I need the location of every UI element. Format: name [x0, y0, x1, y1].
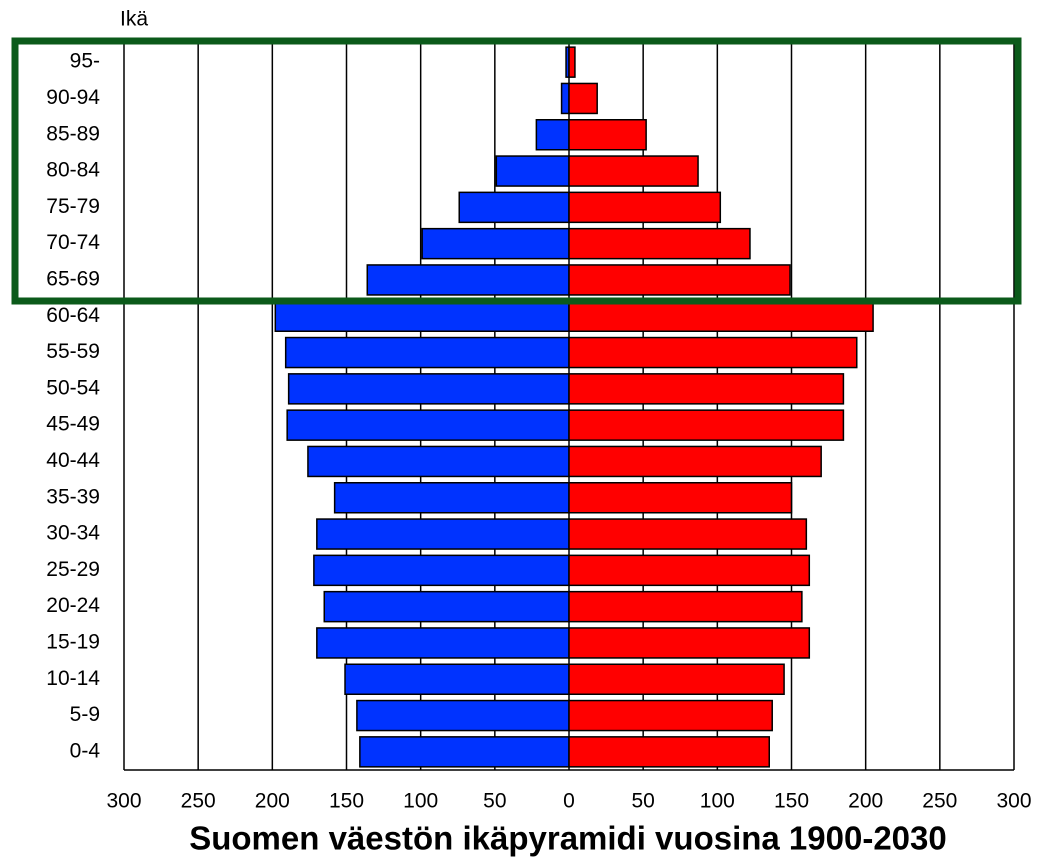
bar — [287, 373, 570, 405]
bar — [568, 518, 808, 550]
x-tick-label: 300 — [106, 790, 141, 813]
bar — [495, 155, 570, 187]
bar — [568, 590, 803, 623]
x-tick-label: 50 — [631, 790, 654, 813]
bar — [568, 373, 845, 405]
bar — [568, 191, 722, 224]
x-tick-label: 250 — [922, 790, 957, 813]
y-tick-label: 20-24 — [46, 594, 100, 617]
bar — [568, 227, 751, 260]
y-tick-label: 30-34 — [46, 522, 100, 545]
y-tick-label: 75-79 — [46, 195, 100, 218]
y-tick-label: 65-69 — [46, 267, 100, 290]
bar — [421, 227, 570, 260]
y-tick-label: 15-19 — [46, 630, 100, 653]
bar — [344, 663, 570, 695]
bar — [323, 590, 570, 623]
chart-title: Suomen väestön ikäpyramidi vuosina 1900-… — [189, 820, 947, 857]
bar — [568, 627, 811, 659]
bar — [535, 119, 570, 151]
y-tick-label: 25-29 — [46, 558, 100, 581]
x-tick-label: 100 — [403, 790, 438, 813]
bar — [313, 554, 570, 587]
bar — [307, 445, 570, 478]
bar — [568, 300, 874, 332]
y-tick-label: 90-94 — [46, 86, 100, 109]
y-tick-label: 55-59 — [46, 340, 100, 363]
y-tick-label: 35-39 — [46, 485, 100, 508]
bar — [274, 300, 570, 332]
y-tick-label: 5-9 — [70, 703, 100, 726]
bar — [286, 409, 570, 441]
bar — [568, 482, 793, 514]
bar — [333, 482, 570, 514]
bar — [568, 155, 699, 187]
y-tick-label: 50-54 — [46, 376, 100, 399]
x-tick-label: 50 — [483, 790, 506, 813]
bar — [568, 445, 822, 478]
y-tick-label: 60-64 — [46, 304, 100, 327]
x-tick-label: 150 — [774, 790, 809, 813]
y-tick-label: 45-49 — [46, 413, 100, 436]
bar — [568, 663, 785, 695]
bar — [356, 699, 570, 732]
bar — [316, 518, 570, 550]
y-tick-label: 40-44 — [46, 449, 100, 472]
x-tick-label: 250 — [181, 790, 216, 813]
y-tick-label: 95- — [70, 50, 100, 73]
bar — [316, 627, 570, 659]
bar — [568, 554, 811, 587]
bar — [284, 336, 570, 369]
y-axis-label: Ikä — [120, 8, 148, 31]
y-tick-label: 10-14 — [46, 667, 100, 690]
x-tick-label: 200 — [848, 790, 883, 813]
bar — [568, 264, 791, 296]
bar — [458, 191, 570, 224]
x-tick-label: 300 — [996, 790, 1031, 813]
x-tick-label: 0 — [563, 790, 575, 813]
y-tick-label: 70-74 — [46, 231, 100, 254]
bar — [568, 82, 598, 115]
bar — [560, 82, 570, 115]
bar — [568, 46, 576, 78]
bar — [568, 336, 858, 369]
highlight-box — [11, 37, 1022, 305]
bar — [568, 699, 773, 732]
y-tick-label: 85-89 — [46, 122, 100, 145]
y-tick-label: 0-4 — [70, 739, 101, 762]
bar — [359, 736, 570, 768]
x-tick-label: 150 — [329, 790, 364, 813]
bar — [568, 409, 845, 441]
x-tick-label: 200 — [255, 790, 290, 813]
x-tick-label: 100 — [700, 790, 735, 813]
bar — [568, 119, 647, 151]
bar — [366, 264, 570, 296]
bar — [568, 736, 770, 768]
y-tick-label: 80-84 — [46, 159, 100, 182]
